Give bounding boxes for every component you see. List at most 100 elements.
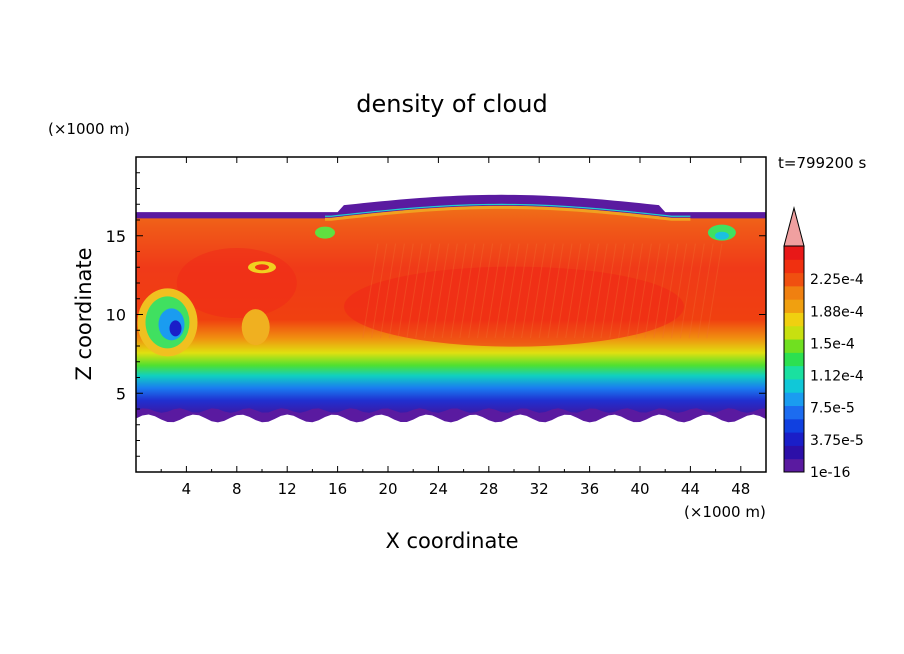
wave-stripe	[565, 243, 582, 339]
colorbar: 1e-16 3.75e-5 7.5e-5 1.12e-4 1.5e-4 1.88e-4 2.…	[783, 206, 864, 481]
y-ticks: 5 10 15	[106, 172, 766, 457]
colorbar-label: 1.12e-4	[810, 369, 864, 385]
colorbar-swatch	[784, 392, 804, 407]
small-cell	[241, 309, 270, 346]
wave-stripe	[653, 243, 670, 339]
colorbar-label: 1.5e-4	[810, 336, 855, 352]
wave-stripe	[600, 243, 617, 339]
wave-stripe	[635, 243, 652, 339]
wave-stripe	[662, 243, 679, 339]
wave-stripe	[671, 243, 688, 339]
colorbar-extend-arrow	[783, 206, 805, 247]
colorbar-swatch	[784, 325, 804, 340]
wave-stripe	[503, 243, 520, 339]
wave-stripe	[468, 243, 485, 339]
colorbar-swatch	[784, 458, 804, 473]
x-ticks: 4 8 12 16 20 24 28 32 36 40 44 48	[160, 157, 750, 498]
colorbar-swatch	[784, 259, 804, 274]
x-tick-label: 48	[731, 480, 750, 498]
colorbar-swatch	[784, 272, 804, 287]
colorbar-swatch	[784, 285, 804, 300]
y-tick-label: 5	[116, 384, 126, 403]
wave-stripe	[406, 243, 423, 339]
colorbar-swatch	[784, 299, 804, 313]
wave-stripe	[424, 243, 441, 339]
colorbar-swatch	[784, 312, 804, 327]
x-tick-label: 20	[378, 480, 397, 498]
y-axis-label: Z coordinate	[72, 247, 96, 380]
x-tick-label: 16	[328, 480, 347, 498]
wave-stripe	[556, 243, 573, 339]
y-unit-label: (×1000 m)	[48, 120, 130, 138]
core-region	[344, 266, 684, 347]
x-tick-label: 28	[479, 480, 498, 498]
colorbar-label: 1e-16	[810, 465, 850, 481]
colorbar-label: 3.75e-5	[810, 433, 864, 449]
dome-edge	[325, 203, 691, 217]
left-core-region	[176, 248, 297, 318]
wave-stripe	[609, 243, 626, 339]
wave-stripe	[706, 243, 723, 339]
x-tick-label: 12	[278, 480, 297, 498]
left-plume	[315, 226, 335, 239]
wave-stripe	[529, 243, 546, 339]
vortex-core	[169, 320, 182, 337]
wave-stripe	[441, 243, 458, 339]
y-tick-label: 10	[106, 306, 126, 325]
wave-stripe	[432, 243, 449, 339]
density-field	[136, 194, 766, 423]
wave-stripe	[494, 243, 511, 339]
colorbar-swatch	[784, 405, 804, 420]
wave-stripe	[626, 243, 644, 339]
wave-stripe	[371, 243, 388, 339]
wave-stripe	[521, 243, 538, 339]
colorbar-label: 1.88e-4	[810, 304, 864, 320]
wave-stripe	[388, 243, 405, 339]
wave-stripe	[379, 243, 397, 339]
x-tick-label: 4	[182, 480, 192, 498]
colorbar-swatch	[784, 378, 804, 393]
chart-title: density of cloud	[356, 90, 547, 118]
x-axis-label: X coordinate	[385, 529, 518, 553]
wave-stripe	[679, 243, 696, 339]
colorbar-label: 2.25e-4	[810, 272, 864, 288]
wave-stripe	[362, 243, 379, 339]
x-tick-label: 24	[429, 480, 448, 498]
x-tick-label: 40	[630, 480, 649, 498]
wave-stripe	[450, 243, 467, 339]
wave-stripe	[397, 243, 414, 339]
colorbar-swatch	[784, 418, 804, 433]
wave-stripe	[573, 243, 591, 339]
wave-stripe	[547, 243, 564, 339]
wave-stripe	[591, 243, 608, 339]
x-unit-label: (×1000 m)	[684, 503, 766, 521]
wave-stripe	[582, 243, 599, 339]
x-tick-label: 8	[232, 480, 242, 498]
wave-stripe	[415, 243, 432, 339]
colorbar-swatch	[784, 365, 804, 380]
upper-cell-core	[255, 264, 269, 271]
wave-stripe	[476, 243, 494, 339]
colorbar-frame	[783, 245, 805, 473]
time-label: t=799200 s	[778, 154, 866, 172]
y-tick-label: 15	[106, 227, 126, 246]
wave-stripe	[512, 243, 529, 339]
colorbar-swatch	[784, 432, 804, 446]
wave-stripe	[485, 243, 502, 339]
wave-stripe	[618, 243, 635, 339]
colorbar-swatch	[784, 246, 804, 260]
x-tick-label: 44	[681, 480, 700, 498]
wave-stripe	[644, 243, 661, 339]
wave-stripe	[538, 243, 555, 339]
dome-rim	[325, 205, 691, 221]
wave-stripe	[688, 243, 705, 339]
colorbar-label: 7.5e-5	[810, 401, 855, 417]
x-tick-label: 32	[530, 480, 549, 498]
x-tick-label: 36	[580, 480, 599, 498]
colorbar-swatch	[784, 339, 804, 353]
right-plume-core	[714, 231, 729, 240]
wave-stripe	[459, 243, 476, 339]
colorbar-swatch	[784, 352, 804, 367]
wave-stripe	[697, 243, 714, 339]
